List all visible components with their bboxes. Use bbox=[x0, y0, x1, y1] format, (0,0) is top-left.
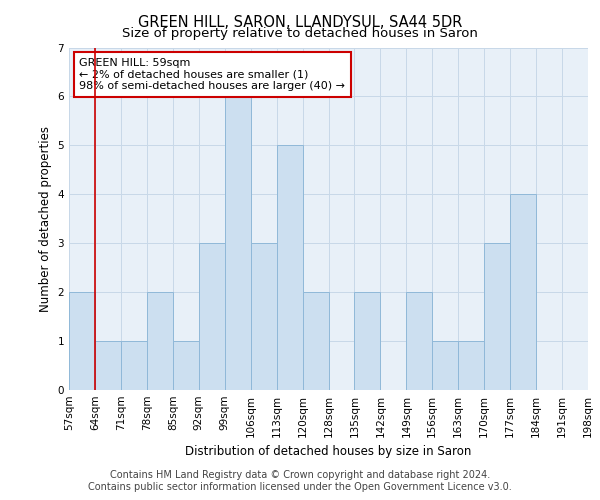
Bar bbox=[510, 194, 536, 390]
Bar bbox=[251, 243, 277, 390]
Bar bbox=[433, 341, 458, 390]
Text: GREEN HILL, SARON, LLANDYSUL, SA44 5DR: GREEN HILL, SARON, LLANDYSUL, SA44 5DR bbox=[138, 15, 462, 30]
Bar bbox=[484, 243, 510, 390]
Bar bbox=[355, 292, 380, 390]
Bar bbox=[121, 341, 147, 390]
Text: GREEN HILL: 59sqm
← 2% of detached houses are smaller (1)
98% of semi-detached h: GREEN HILL: 59sqm ← 2% of detached house… bbox=[79, 58, 346, 91]
Bar bbox=[69, 292, 95, 390]
Bar bbox=[95, 341, 121, 390]
Bar bbox=[458, 341, 484, 390]
X-axis label: Distribution of detached houses by size in Saron: Distribution of detached houses by size … bbox=[185, 446, 472, 458]
Text: Contains public sector information licensed under the Open Government Licence v3: Contains public sector information licen… bbox=[88, 482, 512, 492]
Bar bbox=[277, 146, 302, 390]
Bar bbox=[199, 243, 224, 390]
Text: Contains HM Land Registry data © Crown copyright and database right 2024.: Contains HM Land Registry data © Crown c… bbox=[110, 470, 490, 480]
Bar bbox=[173, 341, 199, 390]
Bar bbox=[406, 292, 432, 390]
Bar bbox=[147, 292, 173, 390]
Text: Size of property relative to detached houses in Saron: Size of property relative to detached ho… bbox=[122, 28, 478, 40]
Y-axis label: Number of detached properties: Number of detached properties bbox=[39, 126, 52, 312]
Bar bbox=[225, 96, 251, 390]
Bar bbox=[302, 292, 329, 390]
